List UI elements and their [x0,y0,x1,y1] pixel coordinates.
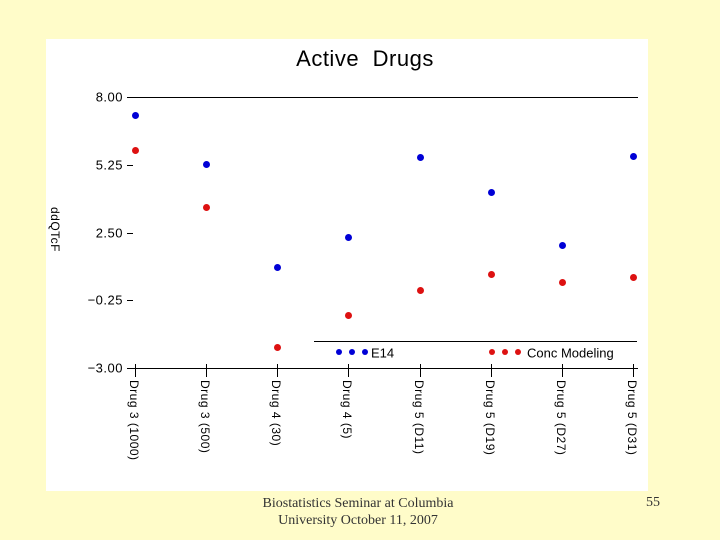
legend-marker-dot [349,349,355,355]
y-tick-label: −0.25 [87,292,123,308]
y-tick-mark [127,165,133,166]
y-axis-label: ddQTcF [48,207,62,253]
x-tick-label: Drug 5 (D11) [412,380,426,455]
x-tick-label: Drug 4 (30) [269,380,283,447]
data-point-e14 [132,112,139,119]
plot-top-frame-line [130,97,638,98]
chart-title: Active Drugs [296,46,434,71]
y-tick-mark [127,300,133,301]
legend-marker-dot [489,349,495,355]
x-tick-label: Drug 4 (5) [340,380,354,440]
data-point-conc-modeling [132,147,139,154]
data-point-e14 [274,264,281,271]
y-tick-mark [127,233,133,234]
x-tick-mark [491,364,492,377]
legend-marker-dot [502,349,508,355]
x-tick-mark [277,364,278,377]
data-point-e14 [417,154,424,161]
x-tick-label: Drug 3 (500) [198,380,212,454]
x-tick-mark [562,364,563,377]
legend-label: E14 [371,345,395,361]
data-point-conc-modeling [559,279,566,286]
x-tick-mark [206,364,207,377]
x-tick-label: Drug 3 (1000) [127,380,141,461]
data-point-conc-modeling [488,271,495,278]
data-point-e14 [203,161,210,168]
y-tick-mark [127,97,133,98]
x-tick-mark [633,364,634,377]
y-tick-label: 2.50 [95,225,123,241]
legend-top-line [314,341,637,342]
x-axis-line [130,368,638,369]
x-tick-label: Drug 5 (D31) [625,380,639,456]
x-tick-mark [135,364,136,377]
slide-page-number: 55 [646,495,660,510]
x-tick-label: Drug 5 (D19) [483,380,497,456]
data-point-conc-modeling [417,287,424,294]
x-tick-label: Drug 5 (D27) [554,380,568,456]
legend-marker-dot [362,349,368,355]
legend-marker-dot [336,349,342,355]
data-point-e14 [345,234,352,241]
data-point-conc-modeling [345,312,352,319]
data-point-e14 [559,242,566,249]
x-tick-mark [348,364,349,377]
legend-marker-dot [515,349,521,355]
x-tick-mark [420,364,421,377]
chart-panel [46,39,648,491]
data-point-conc-modeling [274,344,281,351]
y-tick-label: −3.00 [87,360,123,376]
y-tick-label: 5.25 [95,157,123,173]
footer-line-1: Biostatistics Seminar at Columbia [262,496,454,511]
footer-line-2: University October 11, 2007 [278,513,438,528]
y-tick-label: 8.00 [95,89,123,105]
data-point-conc-modeling [203,204,210,211]
y-tick-mark [127,368,133,369]
data-point-e14 [630,153,637,160]
footer-caption: Biostatistics Seminar at Columbia Univer… [218,495,498,529]
legend-label: Conc Modeling [527,345,614,361]
data-point-conc-modeling [630,274,637,281]
data-point-e14 [488,189,495,196]
